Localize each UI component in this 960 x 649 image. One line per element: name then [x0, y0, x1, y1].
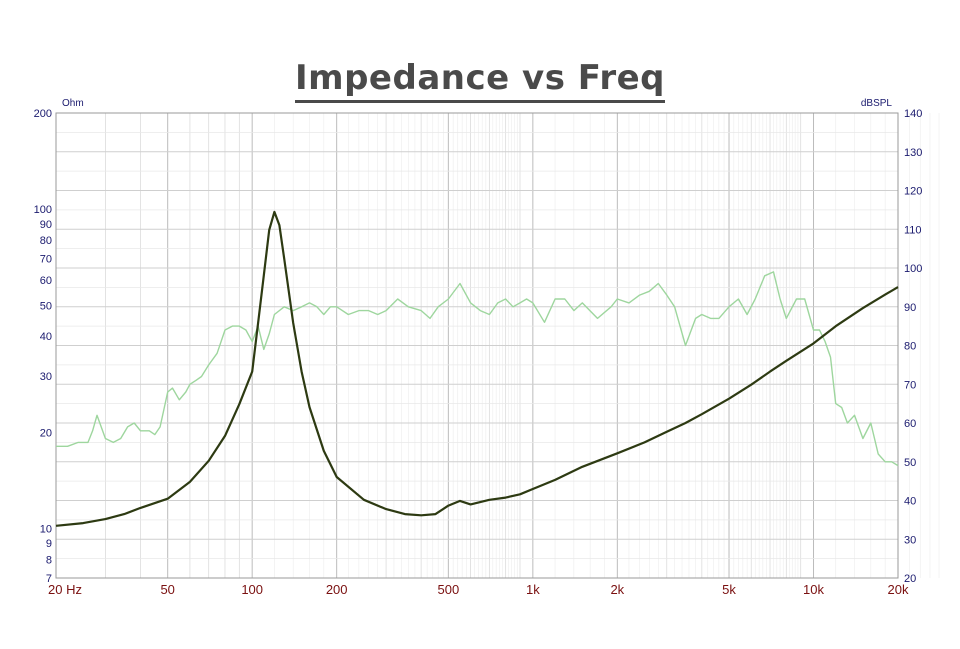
x-tick-label: 20 Hz	[48, 582, 82, 597]
y-right-tick-label: 120	[904, 186, 922, 198]
y-right-unit-label: dBSPL	[861, 98, 893, 109]
y-left-tick-label: 90	[40, 219, 52, 231]
y-right-tick-label: 110	[904, 224, 922, 236]
y-left-tick-label: 7	[46, 573, 52, 585]
y-left-tick-label: 60	[40, 275, 52, 287]
y-left-tick-label: 200	[34, 108, 52, 120]
y-right-tick-label: 140	[904, 108, 922, 120]
y-left-tick-label: 10	[40, 524, 52, 536]
chart-title: Impedance vs Freq	[0, 58, 960, 103]
y-left-tick-label: 70	[40, 254, 52, 266]
y-left-tick-label: 50	[40, 300, 52, 312]
y-right-tick-label: 50	[904, 457, 916, 469]
x-tick-label: 20k	[888, 582, 909, 597]
series-layer	[55, 210, 899, 527]
x-tick-label: 50	[160, 582, 174, 597]
x-tick-label: 1k	[526, 582, 540, 597]
y-left-tick-label: 80	[40, 235, 52, 247]
tick-labels: 20 Hz 50 100 200 500 1k 2k 5k 10k 20k 7 8 9 10 20 30 40 5…	[34, 108, 923, 597]
y-right-tick-label: 90	[904, 302, 916, 314]
y-left-tick-label: 8	[46, 554, 52, 566]
y-right-tick-label: 60	[904, 418, 916, 430]
spl-series-line	[56, 271, 899, 467]
y-left-tick-label: 30	[40, 371, 52, 383]
grid	[55, 112, 940, 579]
y-right-tick-label: 30	[904, 534, 916, 546]
y-right-tick-label: 70	[904, 379, 916, 391]
y-left-tick-label: 20	[40, 427, 52, 439]
chart-title-text: Impedance vs Freq	[295, 58, 665, 103]
y-right-tick-label: 40	[904, 496, 916, 508]
y-left-tick-label: 100	[34, 204, 52, 216]
x-tick-label: 10k	[803, 582, 824, 597]
x-tick-label: 500	[438, 582, 460, 597]
y-right-tick-label: 100	[904, 263, 922, 275]
x-tick-label: 200	[326, 582, 348, 597]
plot-frame	[55, 112, 899, 579]
y-right-tick-label: 130	[904, 147, 922, 159]
impedance-series-line	[55, 210, 899, 527]
y-left-tick-label: 9	[46, 538, 52, 550]
x-tick-label: 5k	[722, 582, 736, 597]
y-right-tick-label: 80	[904, 341, 916, 353]
y-left-tick-label: 40	[40, 331, 52, 343]
x-tick-label: 2k	[610, 582, 624, 597]
x-tick-label: 100	[241, 582, 263, 597]
y-right-tick-label: 20	[904, 573, 916, 585]
y-left-unit-label: Ohm	[62, 98, 84, 109]
